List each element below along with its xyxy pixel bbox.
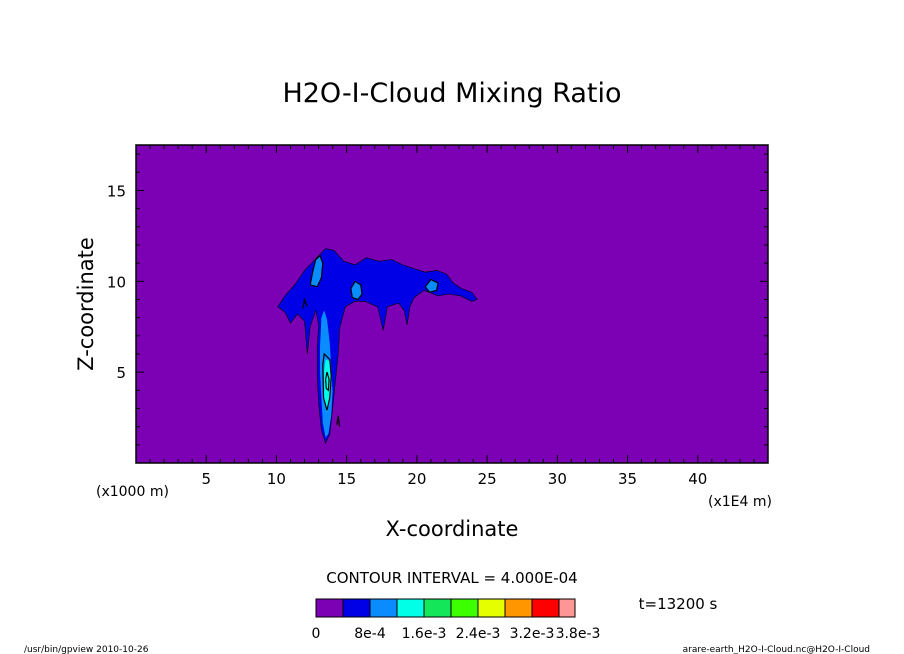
colorbar-label: 8e-4 bbox=[354, 626, 386, 642]
x-tick-label: 40 bbox=[688, 470, 707, 488]
x-tick-label: 25 bbox=[478, 470, 497, 488]
footer-left: /usr/bin/gpview 2010-10-26 bbox=[24, 645, 149, 654]
contour-line bbox=[302, 297, 308, 309]
colorbar-swatch bbox=[369, 598, 398, 618]
colorbar: 0 8e-4 1.6e-3 2.4e-3 3.2e-3 3.8e-3 bbox=[312, 598, 601, 642]
x-axis-title: X-coordinate bbox=[386, 517, 519, 541]
colorbar-swatch bbox=[531, 598, 560, 618]
colorbar-swatch bbox=[342, 598, 371, 618]
colorbar-swatch bbox=[423, 598, 452, 618]
footer-right: arare-earth_H2O-I-Cloud.nc@H2O-I-Cloud bbox=[683, 645, 870, 654]
contour-lines bbox=[302, 254, 439, 427]
colorbar-swatch bbox=[477, 598, 506, 618]
contour-line bbox=[350, 280, 363, 301]
contour-region-level-2 bbox=[310, 255, 323, 287]
x-unit-label: (x1E4 m) bbox=[708, 494, 772, 510]
x-tick-label: 15 bbox=[337, 470, 356, 488]
y-unit-label: (x1000 m) bbox=[96, 484, 169, 500]
colorbar-label: 1.6e-3 bbox=[402, 626, 447, 642]
contour-line bbox=[336, 415, 341, 427]
x-tick-label: 35 bbox=[618, 470, 637, 488]
contour-line bbox=[325, 371, 330, 392]
contour-line bbox=[309, 254, 324, 288]
x-tick-label: 5 bbox=[201, 470, 211, 488]
colorbar-swatch bbox=[558, 598, 576, 618]
y-tick-label: 15 bbox=[107, 182, 126, 200]
plot-area: 5 10 15 20 25 30 35 40 5 10 15 bbox=[107, 144, 769, 488]
y-axis-title: Z-coordinate bbox=[74, 237, 98, 371]
colorbar-label: 3.2e-3 bbox=[510, 626, 555, 642]
axis-ticks: 5 10 15 20 25 30 35 40 5 10 15 bbox=[107, 145, 768, 488]
x-tick-label: 20 bbox=[407, 470, 426, 488]
x-tick-label: 30 bbox=[548, 470, 567, 488]
colorbar-swatch bbox=[315, 598, 344, 618]
contour-region-level-2 bbox=[350, 281, 363, 300]
plot-background bbox=[136, 145, 768, 463]
y-tick-label: 5 bbox=[116, 364, 126, 382]
time-label: t=13200 s bbox=[639, 595, 718, 613]
contour-line bbox=[322, 352, 332, 411]
chart-title: H2O-I-Cloud Mixing Ratio bbox=[282, 78, 621, 109]
contour-line bbox=[424, 278, 439, 293]
colorbar-label: 3.8e-3 bbox=[556, 626, 601, 642]
y-tick-label: 10 bbox=[107, 273, 126, 291]
contour-interval-label: CONTOUR INTERVAL = 4.000E-04 bbox=[326, 569, 577, 587]
colorbar-swatch bbox=[504, 598, 533, 618]
plot-frame bbox=[135, 144, 769, 464]
colorbar-swatch bbox=[396, 598, 425, 618]
x-tick-label: 10 bbox=[267, 470, 286, 488]
colorbar-label: 2.4e-3 bbox=[456, 626, 501, 642]
colorbar-swatch bbox=[450, 598, 479, 618]
colorbar-label: 0 bbox=[312, 626, 321, 642]
